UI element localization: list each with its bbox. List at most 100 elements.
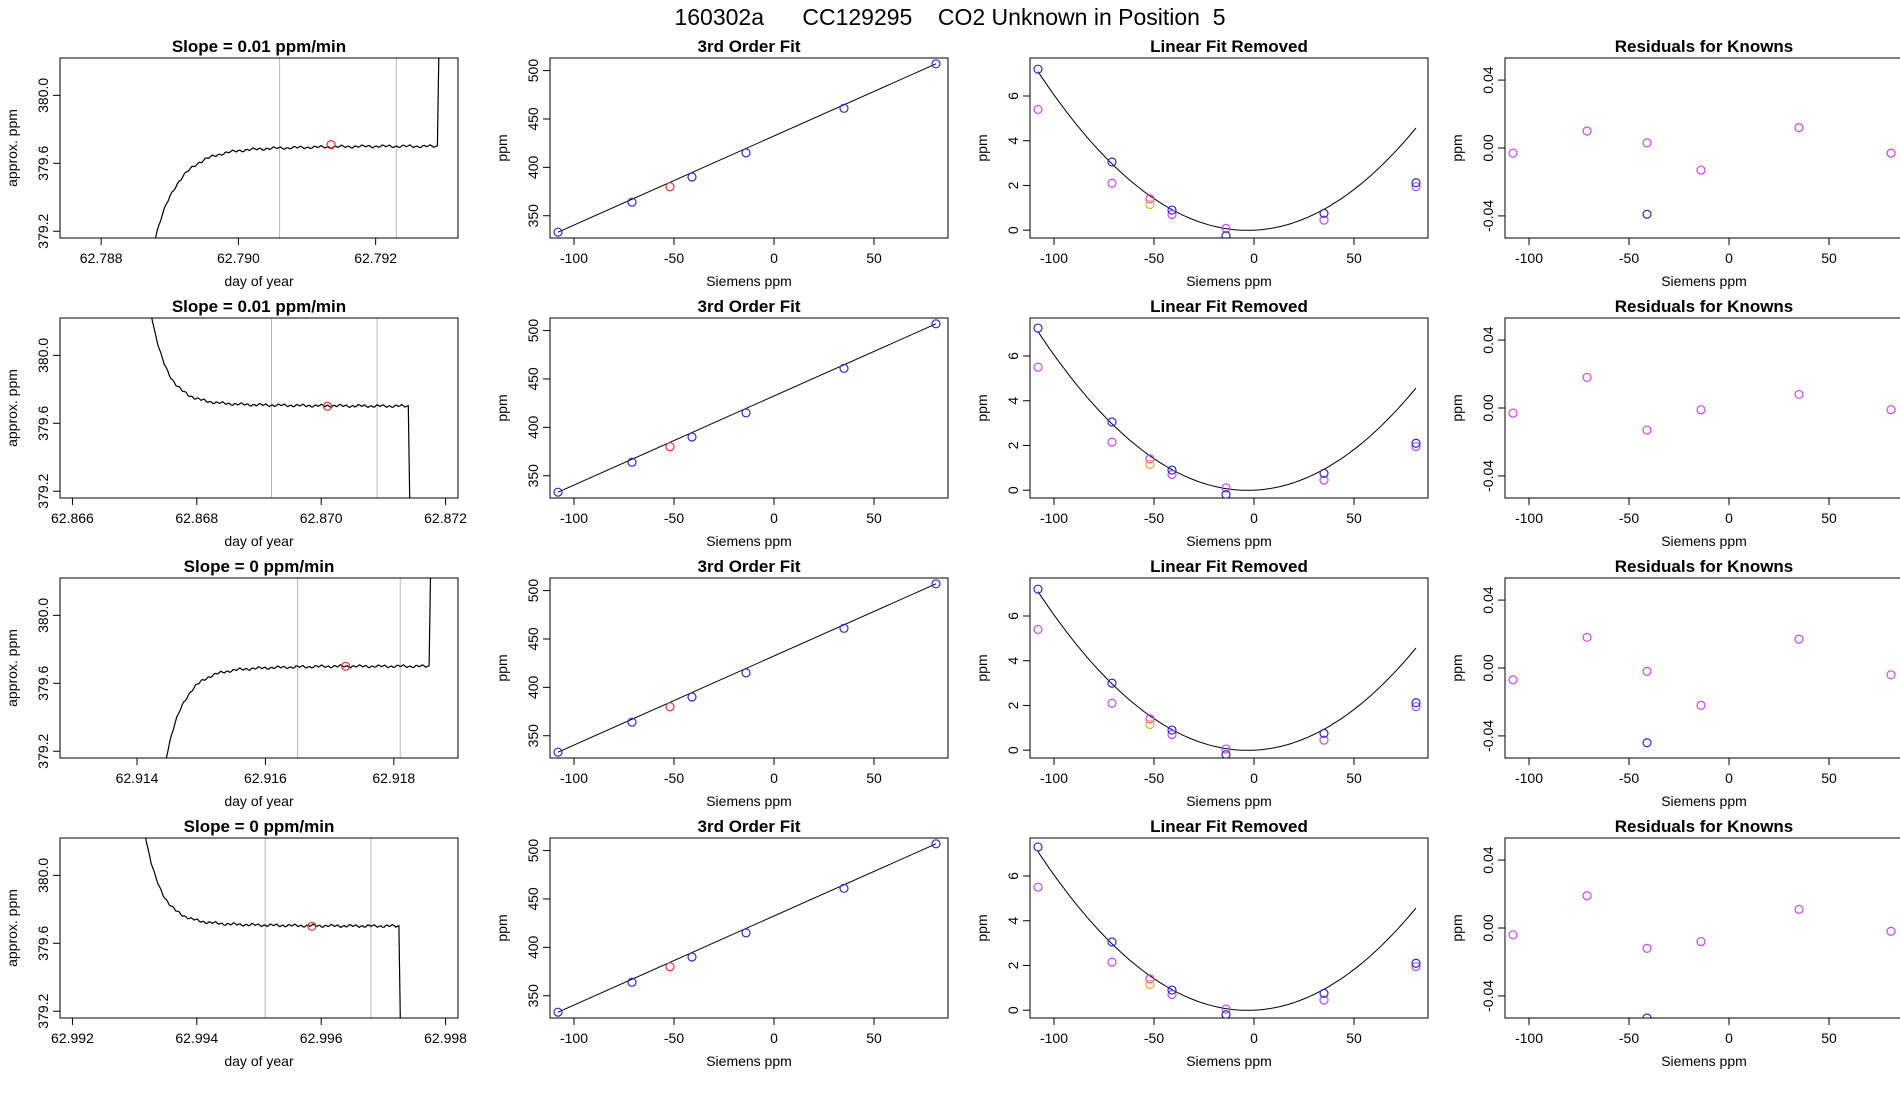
x-tick-label: 0: [1725, 770, 1733, 786]
y-axis-label: approx. ppm: [4, 109, 20, 187]
known-point: [1107, 937, 1117, 947]
known-point: [1033, 842, 1043, 852]
known-point: [931, 59, 941, 69]
y-tick-label: 0: [1005, 226, 1021, 234]
magenta-point: [1794, 123, 1804, 133]
known-point: [1167, 465, 1177, 475]
panel-r2c4: Residuals for Knowns Siemens ppm ppm -100 -5…: [1449, 297, 1900, 549]
x-tick-label: 0: [770, 770, 778, 786]
x-tick-label: 50: [1346, 770, 1362, 786]
known-point: [1319, 468, 1329, 479]
known-point: [1107, 157, 1117, 167]
y-tick-label: 379.2: [35, 733, 51, 768]
plot-area: [553, 59, 941, 237]
y-tick-label: 0.04: [1480, 846, 1496, 873]
panel-title: Linear Fit Removed: [1150, 37, 1308, 56]
y-tick-label: 2: [1005, 701, 1021, 709]
magenta-point: [1582, 126, 1592, 136]
y-tick-label: 500: [525, 579, 541, 603]
panel-r2c2: 3rd Order Fit Siemens ppm ppm -100 -50 0 50 350…: [494, 297, 949, 549]
y-axis-label: approx. ppm: [4, 889, 20, 967]
panel-r3c3: Linear Fit Removed Siemens ppm ppm -100 -50 0…: [974, 557, 1429, 809]
x-tick-label: 50: [1821, 770, 1837, 786]
x-tick-label: 0: [1725, 510, 1733, 526]
orange-point: [1145, 199, 1155, 210]
panel-r1c1: Slope = 0.01 ppm/min day of year approx. p…: [4, 37, 459, 289]
x-tick-label: -50: [1619, 510, 1639, 526]
magenta-point: [1794, 634, 1804, 644]
x-tick-label: 62.792: [354, 250, 397, 266]
magenta-point: [1794, 904, 1804, 914]
plot-frame: [1029, 57, 1429, 239]
magenta-point: [1886, 405, 1896, 415]
magenta-point: [1319, 215, 1329, 225]
x-tick-label: 50: [1821, 1030, 1837, 1046]
x-tick-label: 50: [866, 1030, 882, 1046]
y-axis-label: approx. ppm: [4, 369, 20, 447]
x-tick-label: 50: [866, 510, 882, 526]
known-point: [1033, 584, 1043, 594]
x-tick-label: -100: [1515, 770, 1543, 786]
y-axis-label: ppm: [974, 134, 990, 161]
y-tick-label: 400: [525, 155, 541, 179]
unknown-point: [665, 442, 675, 452]
x-axis-label: Siemens ppm: [1186, 533, 1272, 549]
magenta-point: [1221, 223, 1231, 233]
y-tick-label: 450: [525, 107, 541, 131]
x-tick-label: -50: [1619, 770, 1639, 786]
magenta-point: [1145, 194, 1155, 204]
known-point: [1167, 205, 1177, 215]
y-tick-label: 0.04: [1480, 586, 1496, 613]
x-tick-label: -100: [1040, 1030, 1068, 1046]
plot-area: [165, 578, 432, 758]
magenta-point: [1145, 714, 1155, 724]
y-tick-label: 0: [1005, 1006, 1021, 1014]
known-point: [1319, 728, 1329, 739]
fit-curve: [1037, 331, 1417, 491]
y-tick-label: 450: [525, 887, 541, 911]
magenta-point: [1319, 735, 1329, 745]
known-point: [1107, 417, 1117, 427]
known-point: [931, 579, 941, 589]
y-tick-label: 500: [525, 839, 541, 863]
known-point: [1221, 750, 1231, 758]
plot-area: [1508, 123, 1896, 219]
x-tick-label: 0: [770, 1030, 778, 1046]
panel-title: Residuals for Knowns: [1615, 817, 1794, 836]
y-tick-label: 379.2: [35, 213, 51, 248]
known-point: [741, 148, 751, 158]
known-point: [1642, 1013, 1652, 1018]
plot-frame: [1504, 837, 1900, 1019]
plot-area: [1508, 632, 1896, 748]
y-axis-label: ppm: [974, 914, 990, 941]
plot-area: [553, 319, 941, 497]
plot-frame: [59, 837, 459, 1019]
y-tick-label: 450: [525, 627, 541, 651]
x-tick-label: -100: [1040, 770, 1068, 786]
magenta-point: [1508, 930, 1518, 940]
y-tick-label: 4: [1005, 137, 1021, 145]
x-tick-label: -50: [664, 510, 684, 526]
x-tick-label: 62.914: [116, 770, 159, 786]
time-trace: [165, 578, 432, 758]
plot-area: [1033, 323, 1421, 498]
y-axis-label: approx. ppm: [4, 629, 20, 707]
plot-area: [145, 838, 401, 1018]
y-axis-label: ppm: [974, 394, 990, 421]
y-axis-label: ppm: [1449, 134, 1465, 161]
known-point: [931, 839, 941, 849]
x-tick-label: 0: [1250, 1030, 1258, 1046]
x-tick-label: 62.916: [244, 770, 287, 786]
magenta-point: [1167, 729, 1177, 740]
magenta-point: [1145, 974, 1155, 984]
y-axis-label: ppm: [494, 394, 510, 421]
known-point: [839, 883, 849, 893]
known-point: [839, 363, 849, 373]
known-point: [687, 172, 697, 182]
x-tick-label: 62.998: [424, 1030, 467, 1046]
known-point: [687, 952, 697, 962]
y-tick-label: 379.6: [35, 146, 51, 181]
magenta-point: [1642, 138, 1652, 148]
x-tick-label: 50: [1346, 250, 1362, 266]
